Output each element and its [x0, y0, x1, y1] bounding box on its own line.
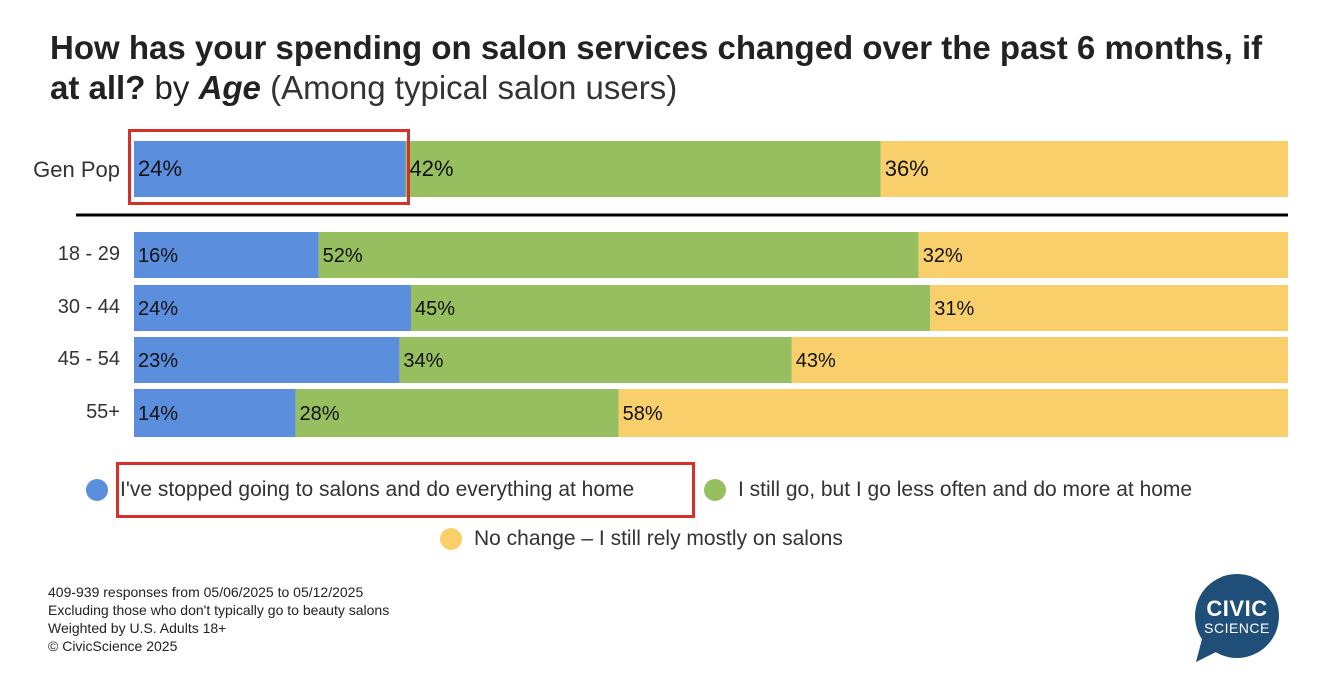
value-label-30-44-no-change: 31%	[934, 298, 974, 320]
value-label-18-29-stopped: 16%	[138, 245, 178, 267]
legend-label-no-change: No change – I still rely mostly on salon…	[474, 527, 843, 550]
bar-gen-pop-less-often	[405, 141, 881, 197]
bar-30-44-less-often	[410, 285, 931, 331]
title-subtitle: (Among typical salon users)	[270, 69, 678, 106]
footnote-exclusion: Excluding those who don't typically go t…	[48, 602, 390, 618]
value-label-45-54-no-change: 43%	[796, 350, 836, 372]
footnote-responses: 409-939 responses from 05/06/2025 to 05/…	[48, 584, 364, 600]
title-by-label: by	[154, 69, 190, 106]
bar-gen-pop-no-change	[880, 141, 1288, 197]
value-label-gen-pop-less-often: 42%	[410, 156, 454, 181]
logo-text-science: SCIENCE	[1204, 620, 1270, 636]
legend-item-stopped: I've stopped going to salons and do ever…	[86, 478, 634, 502]
bar-55-less-often	[295, 389, 619, 437]
title-main: How has your spending on salon services …	[50, 29, 1263, 106]
legend-item-less-often: I still go, but I go less often and do m…	[704, 478, 1192, 502]
value-label-55-no-change: 58%	[623, 403, 663, 425]
logo-text-civic: CIVIC	[1206, 596, 1268, 621]
footnote-weighting: Weighted by U.S. Adults 18+	[48, 620, 227, 636]
legend-swatch-stopped	[86, 479, 108, 501]
value-label-30-44-less-often: 45%	[415, 298, 455, 320]
value-label-55-less-often: 28%	[300, 403, 340, 425]
value-label-gen-pop-no-change: 36%	[885, 156, 929, 181]
category-label-45-54: 45 - 54	[57, 348, 120, 370]
bar-gen-pop-stopped	[134, 141, 406, 197]
footnotes: 409-939 responses from 05/06/2025 to 05/…	[48, 583, 389, 655]
value-label-gen-pop-stopped: 24%	[138, 156, 182, 181]
value-label-18-29-no-change: 32%	[923, 245, 963, 267]
category-label-55: 55+	[86, 401, 120, 423]
bar-55-stopped	[134, 389, 296, 437]
value-label-18-29-less-often: 52%	[323, 245, 363, 267]
legend-swatch-no-change	[440, 528, 462, 550]
footnote-copyright: © CivicScience 2025	[48, 638, 178, 654]
bar-18-29-stopped	[134, 232, 319, 278]
civicscience-logo	[1195, 574, 1279, 662]
bar-30-44-stopped	[134, 285, 411, 331]
title-by-variable: Age	[198, 69, 261, 106]
category-label-gen-pop: Gen Pop	[33, 157, 120, 182]
category-label-18-29: 18 - 29	[57, 243, 120, 265]
bar-30-44-no-change	[930, 285, 1288, 331]
legend-label-less-often: I still go, but I go less often and do m…	[738, 478, 1193, 501]
value-label-45-54-less-often: 34%	[403, 350, 443, 372]
bar-45-54-less-often	[399, 337, 792, 383]
value-label-55-stopped: 14%	[138, 403, 178, 425]
bar-18-29-less-often	[318, 232, 919, 278]
value-label-45-54-stopped: 23%	[138, 350, 178, 372]
category-label-30-44: 30 - 44	[57, 296, 120, 318]
legend-label-stopped: I've stopped going to salons and do ever…	[120, 478, 635, 501]
bar-45-54-stopped	[134, 337, 400, 383]
legend-item-no-change: No change – I still rely mostly on salon…	[440, 527, 843, 551]
chart-title: How has your spending on salon services …	[50, 28, 1290, 108]
legend-swatch-less-often	[704, 479, 726, 501]
bar-18-29-no-change	[918, 232, 1288, 278]
bar-55-no-change	[618, 389, 1288, 437]
bar-45-54-no-change	[791, 337, 1288, 383]
value-label-30-44-stopped: 24%	[138, 298, 178, 320]
